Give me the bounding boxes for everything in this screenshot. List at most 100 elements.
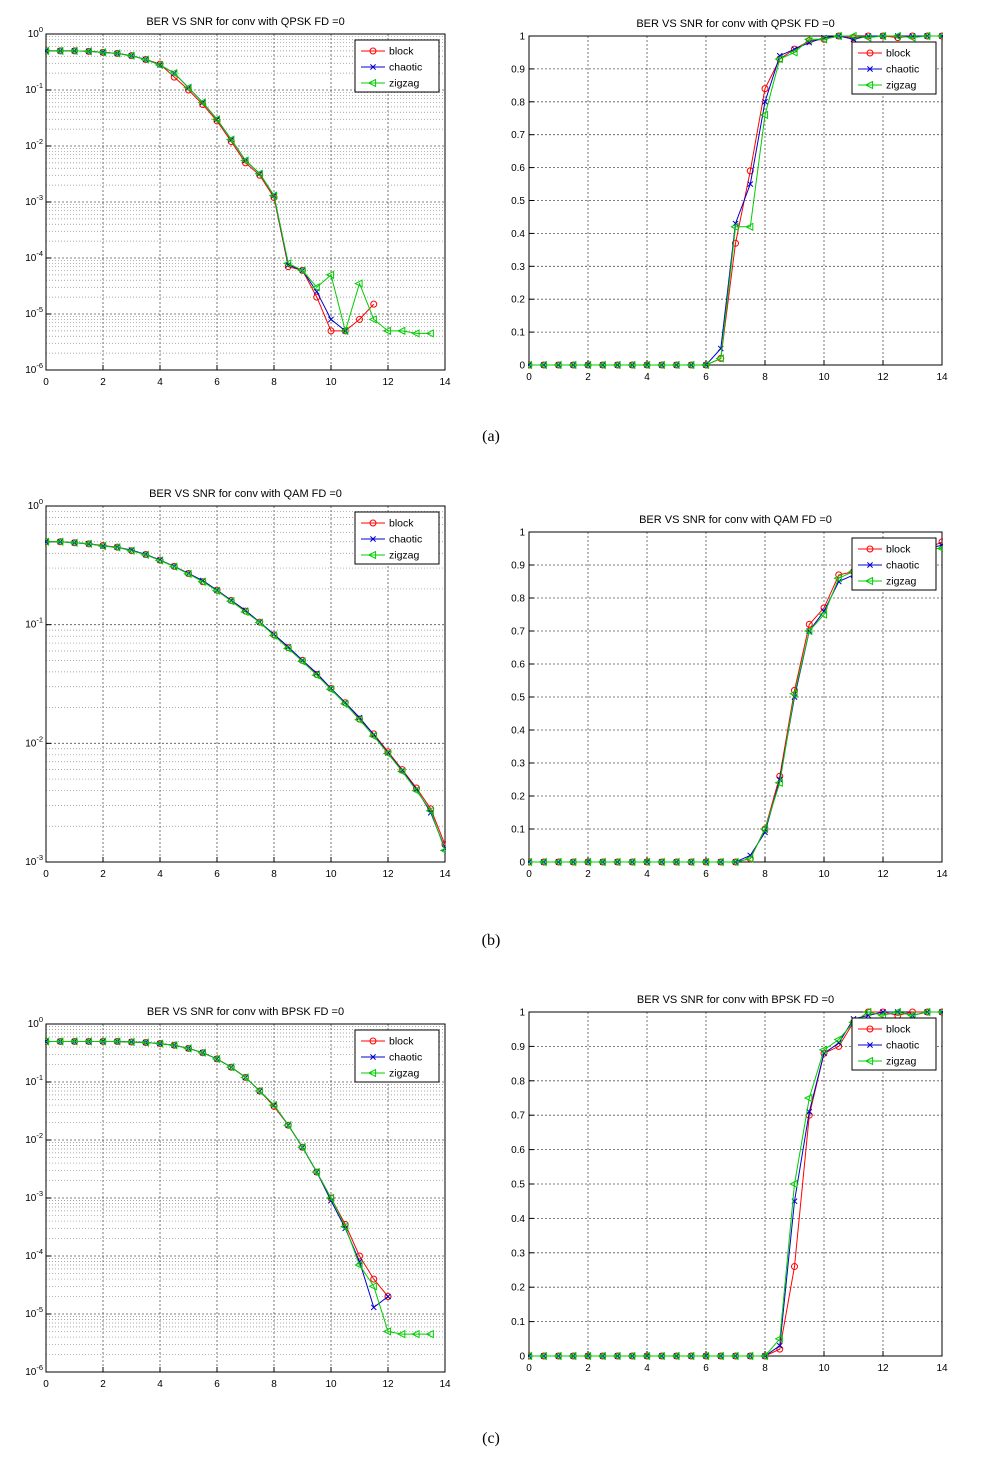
svg-text:12: 12 [877,869,889,880]
svg-text:0: 0 [526,372,532,383]
svg-text:0.4: 0.4 [511,229,525,240]
svg-text:14: 14 [936,869,948,880]
svg-text:10: 10 [818,869,830,880]
svg-text:10: 10 [818,1363,830,1374]
svg-text:0.9: 0.9 [511,1042,525,1053]
svg-text:0.5: 0.5 [511,1180,525,1191]
svg-text:12: 12 [382,1379,394,1390]
svg-text:10: 10 [325,1379,337,1390]
svg-text:BER VS SNR for conv with BPSK: BER VS SNR for conv with BPSK FD =0 [637,994,834,1006]
svg-text:0: 0 [519,361,525,372]
svg-text:0.2: 0.2 [511,1283,525,1294]
svg-text:2: 2 [100,377,106,388]
svg-text:6: 6 [214,1379,220,1390]
svg-text:0: 0 [526,869,532,880]
svg-text:10: 10 [325,869,337,880]
svg-text:block: block [389,1036,414,1048]
svg-text:12: 12 [877,1363,889,1374]
svg-text:6: 6 [703,1363,709,1374]
svg-text:12: 12 [877,372,889,383]
svg-text:0: 0 [519,858,525,869]
svg-text:10-2: 10-2 [25,137,43,152]
svg-text:10-3: 10-3 [25,853,43,868]
svg-text:0: 0 [526,1363,532,1374]
svg-text:10-1: 10-1 [25,81,43,96]
svg-text:0.8: 0.8 [511,594,525,605]
svg-text:0.1: 0.1 [511,825,525,836]
svg-text:14: 14 [439,1379,451,1390]
svg-text:8: 8 [762,869,768,880]
svg-text:zigzag: zigzag [389,78,420,90]
svg-text:1: 1 [519,528,525,539]
svg-text:0: 0 [43,869,49,880]
svg-text:100: 100 [28,25,43,40]
svg-text:BER VS SNR for conv with QPSK: BER VS SNR for conv with QPSK FD =0 [636,18,834,30]
svg-text:0.1: 0.1 [511,328,525,339]
svg-text:0.6: 0.6 [511,660,525,671]
svg-text:BER VS SNR for conv with BPSK: BER VS SNR for conv with BPSK FD =0 [147,1006,344,1018]
svg-text:10-5: 10-5 [25,1305,43,1320]
svg-text:0.3: 0.3 [511,262,525,273]
svg-text:8: 8 [271,377,277,388]
svg-text:10-5: 10-5 [25,305,43,320]
svg-text:2: 2 [585,372,591,383]
svg-text:block: block [389,518,414,530]
svg-text:14: 14 [936,1363,948,1374]
svg-text:1: 1 [519,32,525,43]
svg-text:8: 8 [271,1379,277,1390]
svg-text:6: 6 [214,377,220,388]
svg-text:0.6: 0.6 [511,163,525,174]
svg-text:block: block [886,48,911,60]
svg-text:zigzag: zigzag [886,80,917,92]
svg-text:0.9: 0.9 [511,64,525,75]
svg-text:0: 0 [43,377,49,388]
svg-text:0.3: 0.3 [511,759,525,770]
svg-text:10-1: 10-1 [25,616,43,631]
svg-text:0.8: 0.8 [511,97,525,108]
svg-text:10-2: 10-2 [25,1131,43,1146]
svg-text:block: block [886,544,911,556]
svg-text:0: 0 [43,1379,49,1390]
svg-text:10: 10 [818,372,830,383]
svg-text:8: 8 [271,869,277,880]
chart-ber-bpsk-log: 10-6 10-5 10-4 10-3 10-2 10-1 100 0 2 4 6 8 10 12 14 BE… [6,998,458,1402]
svg-text:10-3: 10-3 [25,1189,43,1204]
svg-text:14: 14 [936,372,948,383]
svg-text:0.7: 0.7 [511,1111,525,1122]
svg-text:12: 12 [382,869,394,880]
svg-text:block: block [886,1024,911,1036]
svg-text:6: 6 [214,869,220,880]
chart-ber-qpsk-log: 10-6 10-5 10-4 10-3 10-2 10-1 100 0 2 4 6 8 10 12 14 BE… [6,8,458,400]
svg-text:0.7: 0.7 [511,130,525,141]
svg-text:0.5: 0.5 [511,196,525,207]
svg-text:4: 4 [157,377,163,388]
svg-text:0.4: 0.4 [511,726,525,737]
svg-text:4: 4 [157,1379,163,1390]
svg-text:12: 12 [382,377,394,388]
svg-text:chaotic: chaotic [389,62,422,74]
svg-text:10-4: 10-4 [25,249,43,264]
svg-text:BER VS SNR for conv with QAM F: BER VS SNR for conv with QAM FD =0 [149,488,342,500]
svg-text:zigzag: zigzag [389,550,420,562]
svg-text:zigzag: zigzag [886,1056,917,1068]
svg-text:zigzag: zigzag [389,1068,420,1080]
svg-text:10: 10 [325,377,337,388]
svg-text:100: 100 [28,1015,43,1030]
svg-text:10-2: 10-2 [25,734,43,749]
svg-text:0.5: 0.5 [511,693,525,704]
svg-text:10-6: 10-6 [25,361,43,376]
svg-text:BER VS SNR for conv with QPSK: BER VS SNR for conv with QPSK FD =0 [146,16,344,28]
svg-text:chaotic: chaotic [389,534,422,546]
svg-text:0: 0 [519,1352,525,1363]
svg-text:8: 8 [762,1363,768,1374]
svg-text:0.2: 0.2 [511,295,525,306]
svg-text:2: 2 [585,1363,591,1374]
chart-rate-qpsk-linear: 0 0.1 0.2 0.3 0.4 0.5 0.6 0.7 0.8 0.9 1 0 2 4 6 8 10 12 14… [497,10,955,395]
svg-text:10-4: 10-4 [25,1247,43,1262]
svg-text:100: 100 [28,497,43,512]
svg-text:14: 14 [439,377,451,388]
svg-text:zigzag: zigzag [886,576,917,588]
svg-text:6: 6 [703,869,709,880]
svg-text:4: 4 [157,869,163,880]
